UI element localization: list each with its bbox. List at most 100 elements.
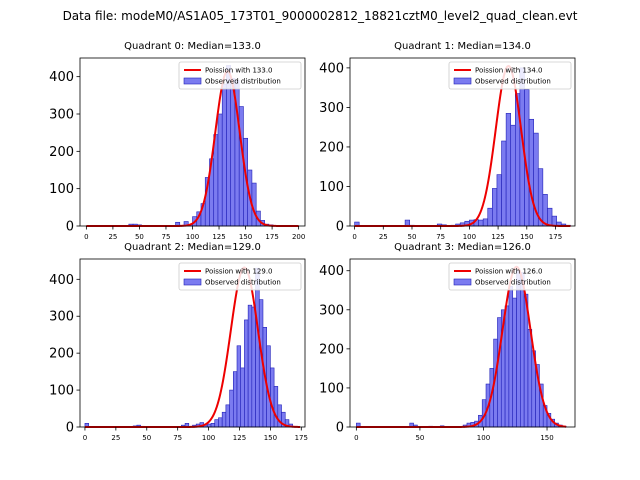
histogram-bar [244, 319, 249, 428]
histogram-bar [236, 345, 242, 428]
histogram-bar [230, 78, 236, 227]
quadrant-3-panel: Quadrant 3: Median=126.0 0 100 200 300 400 0 50… [319, 242, 576, 442]
histogram-bar [496, 174, 502, 227]
histogram-bar [207, 423, 212, 428]
y-tick-label: 400 [49, 273, 74, 288]
histogram-bar [255, 267, 260, 428]
quadrant-3-bars [356, 270, 567, 428]
legend-observed-label: Observed distribution [205, 279, 281, 287]
histogram-bar [238, 106, 244, 227]
histogram-bar [528, 118, 534, 227]
histogram-bar [482, 218, 489, 227]
x-tick-label: 150 [540, 434, 553, 442]
histogram-bar [213, 134, 219, 227]
y-tick-label: 300 [49, 108, 74, 123]
histogram-bar [551, 215, 557, 227]
histogram-bar [247, 304, 253, 428]
x-tick-label: 125 [233, 434, 246, 442]
quadrant-0-panel: Quadrant 0: Median=133.0 0 100 200 300 400 0 25… [49, 41, 306, 241]
legend-observed-label: Observed distribution [475, 279, 551, 287]
x-tick-label: 50 [408, 233, 417, 241]
y-tick-label: 200 [319, 342, 344, 357]
histogram-bar [214, 419, 219, 428]
y-tick-label: 100 [49, 384, 74, 399]
y-tick-label: 300 [319, 303, 344, 318]
quadrant-2-axes [79, 258, 306, 428]
legend-bar-swatch [453, 278, 472, 286]
x-tick-label: 150 [520, 233, 533, 241]
histogram-bar [508, 286, 514, 428]
legend-fit-label: Poission with 129.0 [205, 268, 273, 276]
histogram-bar [497, 317, 502, 428]
y-tick-label: 0 [336, 220, 344, 235]
x-tick-label: 25 [111, 434, 120, 442]
x-tick-label: 0 [354, 434, 358, 442]
y-tick-label: 0 [66, 220, 74, 235]
histogram-bar [270, 367, 275, 428]
histogram-bar [487, 207, 493, 227]
legend-box [178, 61, 302, 90]
histogram-bar [229, 389, 234, 428]
legend-fit-label: Poission with 126.0 [475, 268, 543, 276]
histogram-bar [225, 404, 230, 428]
histogram-bar [492, 188, 498, 227]
histogram-bar [516, 270, 521, 428]
histogram-bar [240, 367, 245, 428]
histogram-bar [510, 124, 516, 227]
x-tick-label: 100 [186, 233, 199, 241]
legend-bar-swatch [453, 77, 472, 85]
histogram-bar [221, 83, 227, 227]
quadrant-1-panel: Quadrant 1: Median=134.0 0 100 200 300 400 0 25… [319, 41, 576, 241]
x-tick-label: 100 [463, 233, 476, 241]
quadrant-1-title: Quadrant 1: Median=134.0 [394, 41, 531, 52]
x-tick-label: 75 [436, 233, 445, 241]
legend-box [448, 61, 572, 90]
histogram-bar [505, 113, 512, 227]
legend-box [448, 262, 572, 291]
y-tick-label: 200 [49, 145, 74, 160]
histogram-bar [527, 329, 533, 428]
quadrant-1-legend: Poission with 134.0 Observed distribution [448, 61, 572, 90]
quadrant-1-bars [354, 67, 571, 227]
histogram-bar [218, 417, 223, 428]
y-tick-label: 400 [49, 70, 74, 85]
legend-observed-label: Observed distribution [475, 78, 551, 86]
x-tick-label: 125 [212, 233, 225, 241]
x-tick-label: 50 [142, 434, 151, 442]
x-tick-label: 0 [352, 233, 356, 241]
histogram-bar [512, 297, 517, 428]
quadrant-3-axes [349, 258, 576, 428]
quadrant-0-fit-line [86, 70, 299, 227]
y-tick-label: 100 [319, 180, 344, 195]
y-tick-label: 300 [319, 101, 344, 116]
y-tick-label: 400 [319, 264, 344, 279]
x-tick-label: 150 [264, 434, 277, 442]
legend-bar-swatch [183, 278, 202, 286]
quadrant-0-title: Quadrant 0: Median=133.0 [124, 41, 261, 52]
histogram-bar [520, 272, 525, 428]
histogram-bar [251, 306, 256, 428]
x-tick-label: 100 [202, 434, 215, 442]
y-tick-label: 200 [319, 140, 344, 155]
x-tick-label: 150 [239, 233, 252, 241]
histogram-bar [542, 194, 548, 227]
y-tick-label: 100 [319, 381, 344, 396]
x-tick-label: 125 [491, 233, 504, 241]
histogram-bar [547, 207, 553, 227]
quadrant-2-panel: Quadrant 2: Median=129.0 0 100 200 300 400 0 25… [49, 242, 308, 442]
x-tick-label: 25 [379, 233, 388, 241]
legend-bar-swatch [183, 77, 202, 85]
y-tick-label: 100 [49, 182, 74, 197]
x-tick-label: 0 [83, 434, 87, 442]
x-tick-label: 175 [549, 233, 562, 241]
histogram-bar [217, 113, 223, 227]
x-tick-label: 100 [477, 434, 490, 442]
quadrant-2-legend: Poission with 129.0 Observed distribution [178, 262, 302, 291]
x-tick-label: 200 [292, 233, 305, 241]
histogram-bar [273, 386, 279, 428]
figure-suptitle: Data file: modeM0/AS1A05_173T01_90000028… [63, 9, 578, 23]
legend-observed-label: Observed distribution [205, 78, 281, 86]
quadrant-3-title: Quadrant 3: Median=126.0 [394, 242, 531, 253]
histogram-bar [221, 411, 227, 428]
